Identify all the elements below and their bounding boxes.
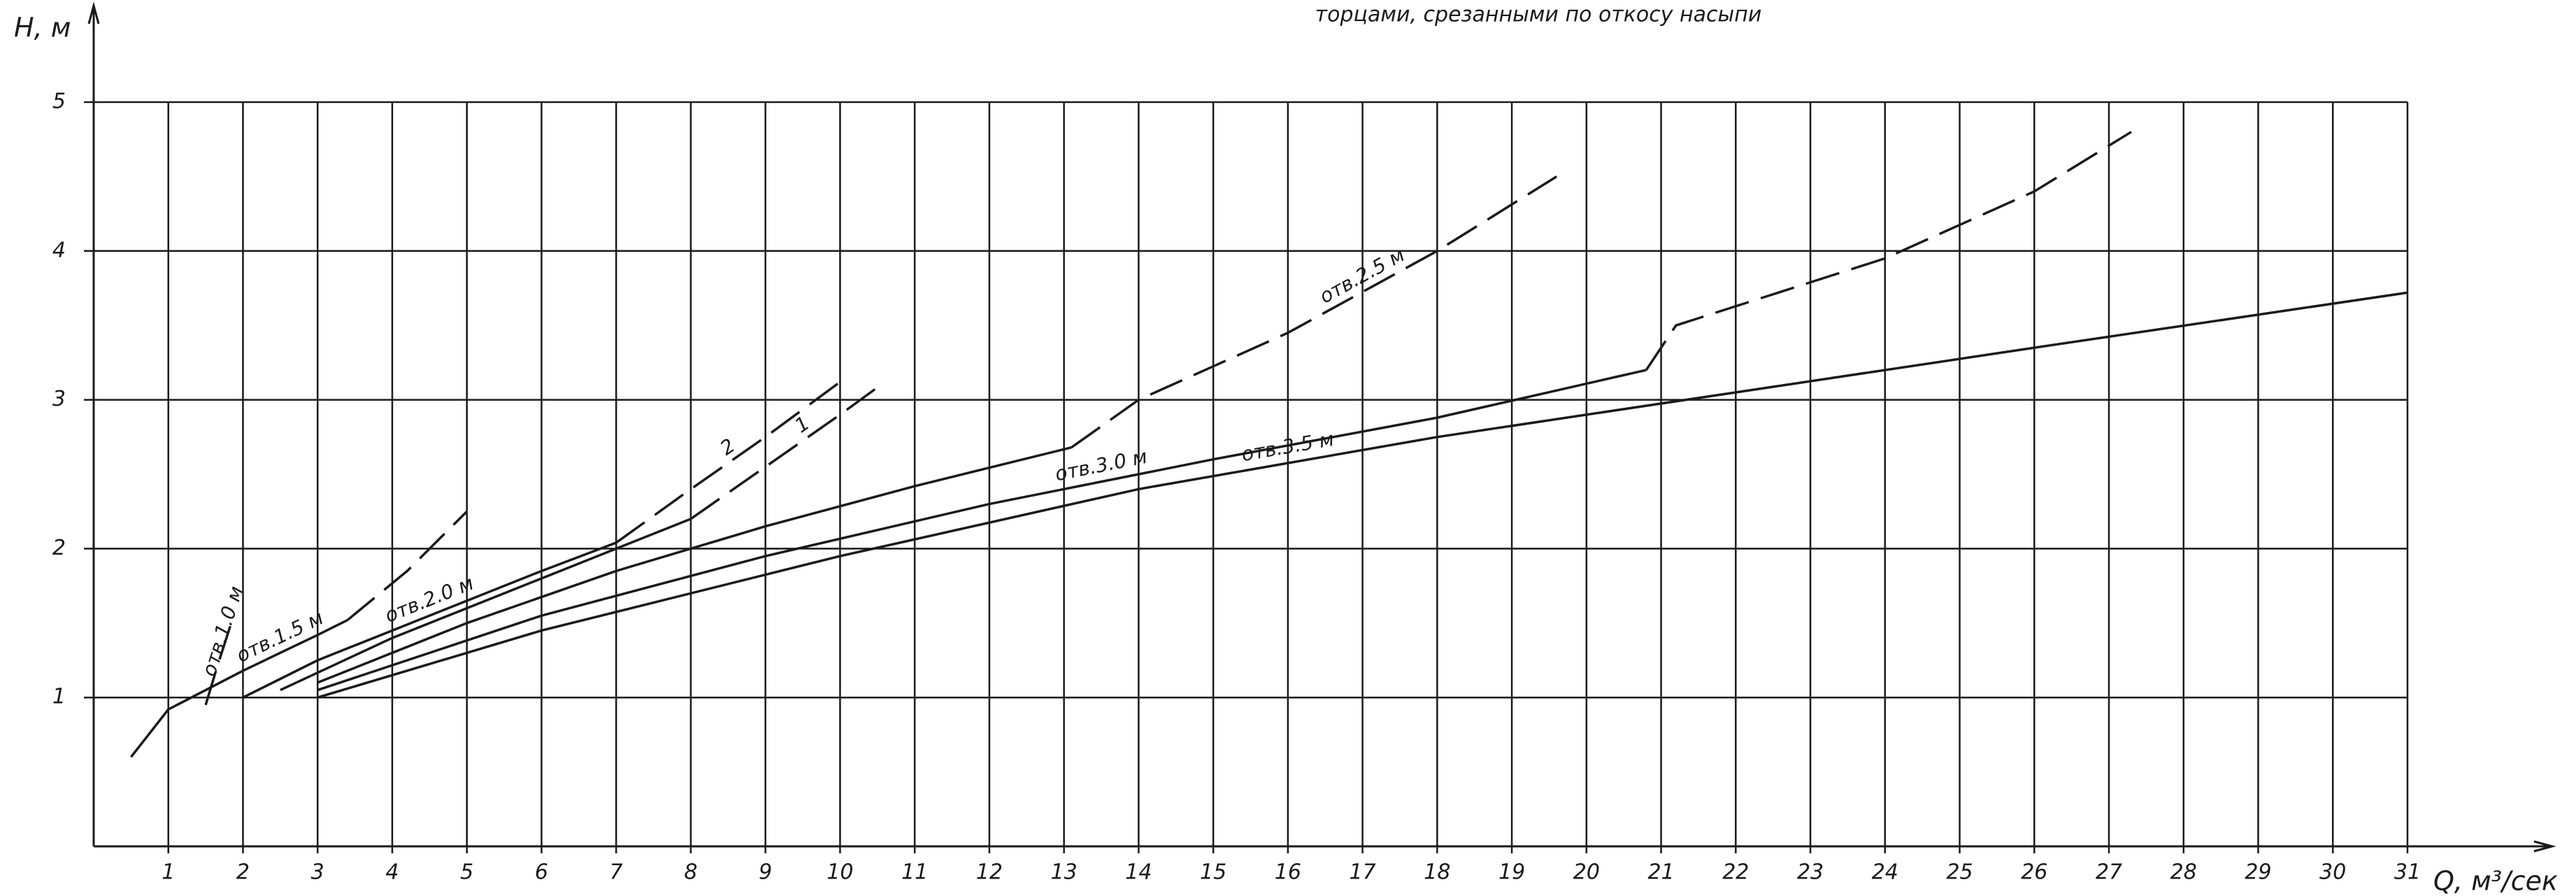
series-line bbox=[280, 518, 692, 692]
series-line bbox=[317, 369, 1647, 692]
x-axis-arrow bbox=[2533, 840, 2556, 853]
y-tick-label: 1 bbox=[52, 685, 66, 709]
x-tick-label: 21 bbox=[1647, 860, 1674, 885]
x-tick-label: 22 bbox=[1722, 860, 1749, 885]
series-line bbox=[317, 291, 2408, 699]
x-tick-label: 25 bbox=[1946, 860, 1973, 885]
x-tick-label: 19 bbox=[1498, 860, 1525, 885]
x-tick-label: 24 bbox=[1872, 860, 1898, 885]
x-tick-label: 1 bbox=[162, 860, 175, 885]
series-line bbox=[1071, 175, 1558, 449]
x-tick-label: 30 bbox=[2319, 860, 2346, 885]
x-tick-label: 10 bbox=[827, 860, 853, 885]
x-tick-label: 26 bbox=[2021, 860, 2047, 885]
y-axis-arrow bbox=[87, 1, 100, 24]
x-tick-label: 2 bbox=[236, 860, 250, 885]
x-tick-label: 15 bbox=[1200, 860, 1226, 885]
x-tick-label: 8 bbox=[684, 860, 697, 885]
x-tick-label: 18 bbox=[1424, 860, 1450, 885]
series-line bbox=[129, 618, 348, 758]
x-tick-label: 5 bbox=[460, 860, 473, 885]
x-tick-label: 16 bbox=[1275, 860, 1301, 885]
y-tick-label: 5 bbox=[52, 90, 66, 114]
y-tick-label: 2 bbox=[52, 536, 66, 560]
x-axis-label: Q, м³/сек bbox=[2433, 866, 2558, 896]
x-tick-label: 4 bbox=[385, 860, 399, 885]
x-tick-label: 3 bbox=[311, 860, 324, 885]
x-tick-label: 12 bbox=[976, 860, 1003, 885]
x-tick-label: 6 bbox=[535, 860, 548, 885]
x-tick-label: 9 bbox=[759, 860, 772, 885]
y-tick-label: 3 bbox=[52, 387, 66, 411]
series-line bbox=[317, 446, 1072, 684]
series-line bbox=[204, 625, 232, 706]
x-tick-label: 14 bbox=[1125, 860, 1152, 885]
x-tick-label: 29 bbox=[2245, 860, 2271, 885]
series-line bbox=[346, 510, 468, 621]
series-label: отв.3.0 м bbox=[1053, 445, 1149, 485]
x-tick-label: 13 bbox=[1051, 860, 1078, 885]
x-tick-label: 27 bbox=[2096, 860, 2122, 885]
x-tick-label: 31 bbox=[2394, 860, 2421, 885]
series-line bbox=[242, 541, 617, 699]
y-tick-label: 4 bbox=[52, 238, 66, 262]
x-tick-label: 17 bbox=[1350, 860, 1376, 885]
series-line bbox=[615, 381, 841, 544]
series-label: 1 bbox=[790, 411, 814, 437]
x-tick-label: 28 bbox=[2170, 860, 2197, 885]
chart-title: торцами, срезанными по откосу насыпи bbox=[1315, 3, 1762, 27]
x-tick-label: 20 bbox=[1573, 860, 1600, 885]
x-tick-label: 11 bbox=[901, 860, 928, 885]
series-line bbox=[689, 381, 886, 520]
x-tick-label: 23 bbox=[1797, 860, 1824, 885]
series-label: отв.1.0 м bbox=[197, 583, 248, 679]
y-axis-label: H, м bbox=[14, 13, 71, 43]
x-tick-label: 7 bbox=[610, 860, 623, 885]
series-label: 2 bbox=[716, 434, 740, 460]
